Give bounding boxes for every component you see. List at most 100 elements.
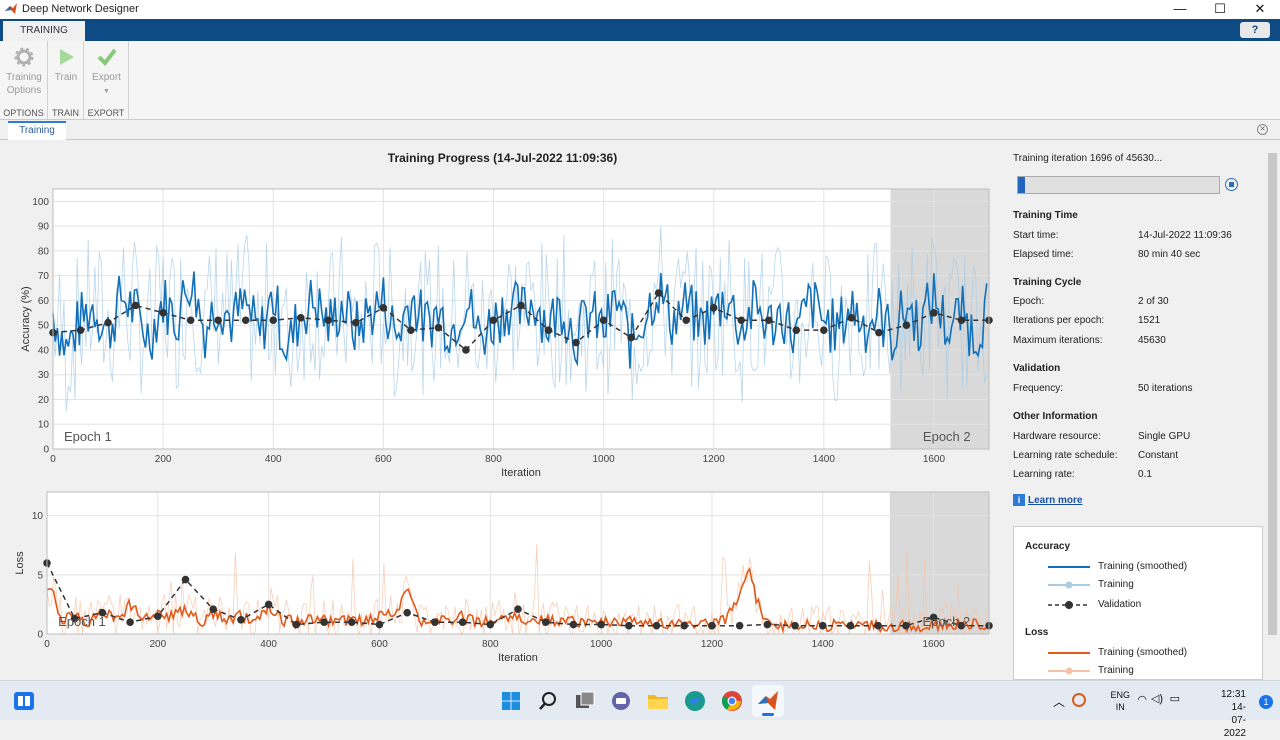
loss-validation-point [292, 620, 301, 629]
acc-ytick-label: 40 [38, 345, 50, 356]
maximize-button[interactable]: ☐ [1214, 1, 1226, 16]
loss-validation-point [126, 618, 134, 626]
teams-chat-icon[interactable] [609, 689, 633, 713]
legend-accuracy-title: Accuracy [1025, 541, 1071, 552]
wifi-icon[interactable]: ◠ [1137, 694, 1147, 706]
acc-validation-point [214, 316, 222, 325]
chevron-up-icon[interactable]: ︿ [1052, 695, 1065, 709]
loss-ytick-label: 0 [37, 630, 43, 641]
task-view-icon[interactable] [573, 689, 597, 713]
acc-validation-point [764, 316, 773, 325]
acc-validation-point [792, 326, 801, 334]
matlab-icon [758, 691, 778, 710]
acc-xtick-label: 400 [265, 454, 282, 465]
acc-validation-line [52, 291, 989, 352]
chevron-down-icon[interactable]: ▼ [103, 88, 110, 95]
battery-icon[interactable]: ▭ [1169, 693, 1180, 705]
close-document-icon[interactable]: ✕ [1257, 124, 1268, 135]
file-explorer-icon[interactable] [646, 689, 670, 713]
acc-plot-border [52, 188, 990, 450]
chart-title: Training Progress (14-Jul-2022 11:09:36) [387, 151, 618, 165]
acc-ytick-label: 100 [32, 197, 49, 208]
acc-validation-point [875, 328, 883, 337]
ribbon-group-train: Train TRAIN [48, 41, 84, 120]
acc-validation-point [352, 318, 360, 327]
training-options-label-2: Options [6, 85, 42, 96]
loss-xtick-label: 600 [371, 639, 388, 650]
windows-start-icon[interactable] [499, 689, 523, 713]
language-indicator[interactable]: ENG IN [1110, 689, 1130, 713]
acc-validation-point [159, 309, 167, 317]
loss-validation-point [957, 621, 966, 630]
export-button[interactable]: Export ▼ [88, 47, 125, 98]
acc-validation-point [434, 323, 443, 332]
acc-ytick-label: 30 [38, 370, 50, 381]
loss-validation-point [486, 620, 495, 629]
loss-yaxis-label: Loss [14, 551, 26, 575]
minimize-button[interactable]: — [1173, 1, 1187, 16]
training-options-button[interactable]: Training Options [4, 47, 44, 97]
acc-xtick-label: 1000 [592, 454, 615, 465]
stop-icon [1229, 182, 1234, 187]
progress-bar [1017, 176, 1220, 194]
edge-icon[interactable] [683, 689, 707, 713]
document-tabbar: Training ✕ [0, 120, 1280, 140]
learn-more-link[interactable]: i Learn more [1013, 494, 1082, 506]
play-icon [60, 49, 74, 65]
notification-badge[interactable]: 1 [1259, 695, 1273, 709]
clock-date: 14-07-2022 [1223, 702, 1246, 739]
info-icon: i [1013, 494, 1025, 506]
acc-epoch-label: Epoch 2 [923, 429, 971, 444]
train-label: Train [54, 72, 78, 83]
close-button[interactable]: ✕ [1254, 1, 1266, 16]
acc-xtick-label: 1400 [813, 454, 836, 465]
loss-validation-point [375, 620, 384, 629]
loss-xtick-label: 1000 [590, 639, 613, 650]
acc-validation-point [407, 326, 415, 334]
cloud-sync-icon[interactable] [1071, 692, 1087, 708]
loss-validation-point [98, 608, 107, 617]
acc-ytick-label: 70 [38, 271, 50, 282]
loss-xtick-label: 1400 [812, 639, 835, 650]
acc-validation-point [599, 316, 608, 325]
group-label-train: TRAIN [52, 108, 79, 118]
tab-training[interactable]: TRAINING [3, 21, 85, 41]
acc-validation-point [462, 346, 470, 354]
help-button[interactable]: ? [1240, 22, 1270, 38]
progress-fill [1018, 177, 1026, 193]
loss-validation-point [347, 618, 356, 626]
scrollbar-thumb[interactable] [1268, 153, 1277, 635]
loss-epoch-label: Epoch 1 [58, 614, 106, 629]
chrome-icon[interactable] [720, 689, 744, 713]
acc-ytick-label: 50 [38, 321, 50, 332]
acc-validation-point [296, 313, 305, 322]
loss-validation-point [209, 605, 218, 613]
loss-validation-point [791, 621, 799, 630]
acc-validation-point [654, 289, 663, 297]
train-button[interactable]: Train [52, 47, 80, 84]
learn-more-text[interactable]: Learn more [1028, 495, 1083, 506]
clock[interactable]: 12:31 14-07-2022 [1221, 688, 1246, 740]
acc-validation-point [957, 316, 966, 325]
search-icon[interactable] [536, 689, 560, 713]
loss-plot-border [46, 491, 990, 635]
matlab-taskbar-button[interactable] [752, 685, 784, 717]
loss-validation-point [735, 621, 744, 630]
export-label: Export [92, 72, 121, 83]
vertical-scrollbar[interactable] [1266, 141, 1280, 680]
loss-chart: 0 5 10 0 200 400 600 800 1000 1200 1400 1600 Epoch 1… [14, 491, 993, 664]
acc-validation-point [930, 309, 938, 317]
document-tab-training[interactable]: Training [8, 121, 66, 140]
loss-validation-point [431, 618, 439, 626]
charts-area: Training Progress (14-Jul-2022 11:09:36)… [0, 141, 1005, 680]
windows-taskbar: ︿ ENG IN ◠ ◁) ▭ 12:31 14-07-2022 1 [0, 680, 1280, 739]
acc-validation-point [379, 304, 388, 312]
volume-icon[interactable]: ◁) [1150, 693, 1163, 705]
acc-training-smoothed-line [52, 271, 988, 369]
loss-validation-point [264, 600, 273, 609]
acc-ytick-label: 0 [43, 445, 49, 456]
stop-training-button[interactable] [1225, 178, 1238, 191]
acc-validation-point [76, 326, 85, 334]
widgets-icon[interactable] [12, 689, 36, 713]
